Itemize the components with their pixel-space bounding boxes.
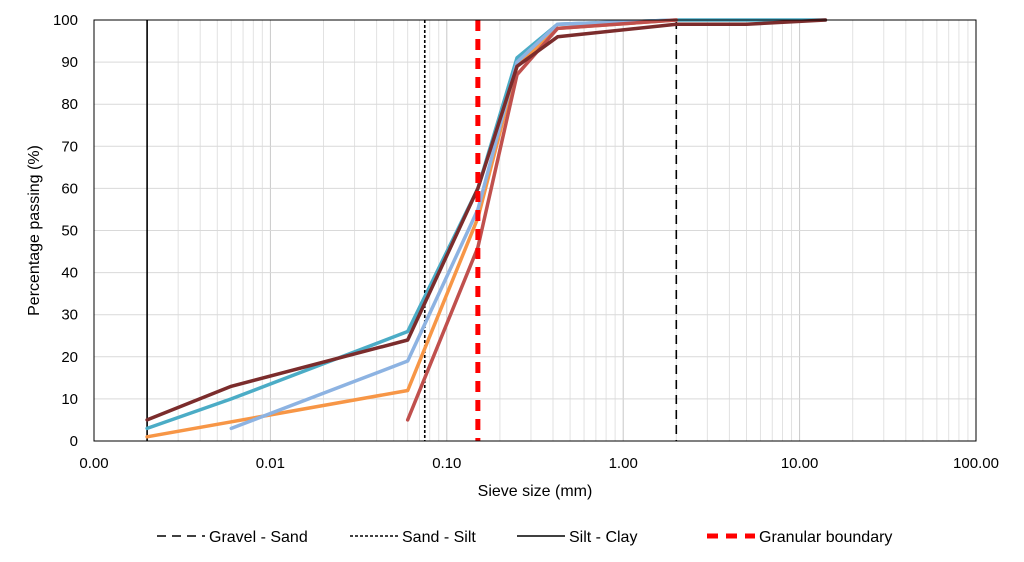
y-tick-label: 100 <box>53 12 78 29</box>
legend-label: Sand - Silt <box>402 529 476 546</box>
y-tick-labels: 0 10 20 30 40 50 60 70 80 90 100 <box>53 12 78 450</box>
series-line-1 <box>145 18 828 431</box>
series-line-3 <box>229 18 679 431</box>
series-layer <box>145 18 828 439</box>
y-tick-label: 20 <box>61 349 78 366</box>
x-tick-label: 0.01 <box>256 455 285 472</box>
y-tick-label: 70 <box>61 138 78 155</box>
legend-item-granular-boundary: Granular boundary <box>707 529 892 546</box>
y-tick-label: 80 <box>61 96 78 113</box>
y-tick-label: 10 <box>61 391 78 408</box>
y-tick-label: 60 <box>61 180 78 197</box>
x-axis-title: Sieve size (mm) <box>478 483 593 500</box>
series-line-5 <box>145 18 828 422</box>
x-tick-labels: 0.00 0.01 0.10 1.00 10.00 100.00 <box>79 455 999 472</box>
boundary-layer <box>146 20 678 441</box>
grid-layer <box>94 20 976 441</box>
legend-label: Granular boundary <box>759 529 892 546</box>
legend: Gravel - Sand Sand - Silt Silt - Clay Granu… <box>157 529 892 546</box>
series-line-4 <box>405 18 679 422</box>
x-tick-label: 1.00 <box>609 455 638 472</box>
legend-item-silt-clay: Silt - Clay <box>517 529 637 546</box>
y-tick-label: 90 <box>61 54 78 71</box>
y-tick-label: 0 <box>70 433 78 450</box>
legend-label: Gravel - Sand <box>209 529 308 546</box>
legend-item-sand-silt: Sand - Silt <box>350 529 476 546</box>
x-tick-label: 10.00 <box>781 455 819 472</box>
y-tick-label: 50 <box>61 223 78 240</box>
x-tick-label: 100.00 <box>953 455 999 472</box>
y-tick-label: 40 <box>61 265 78 282</box>
x-tick-label: 0.10 <box>432 455 461 472</box>
legend-item-gravel-sand: Gravel - Sand <box>157 529 308 546</box>
y-axis-title: Percentage passing (%) <box>26 145 43 316</box>
x-tick-label: 0.00 <box>79 455 108 472</box>
y-tick-label: 30 <box>61 307 78 324</box>
plot-frame <box>93 19 977 442</box>
legend-label: Silt - Clay <box>569 529 637 546</box>
series-line-2 <box>145 18 679 439</box>
